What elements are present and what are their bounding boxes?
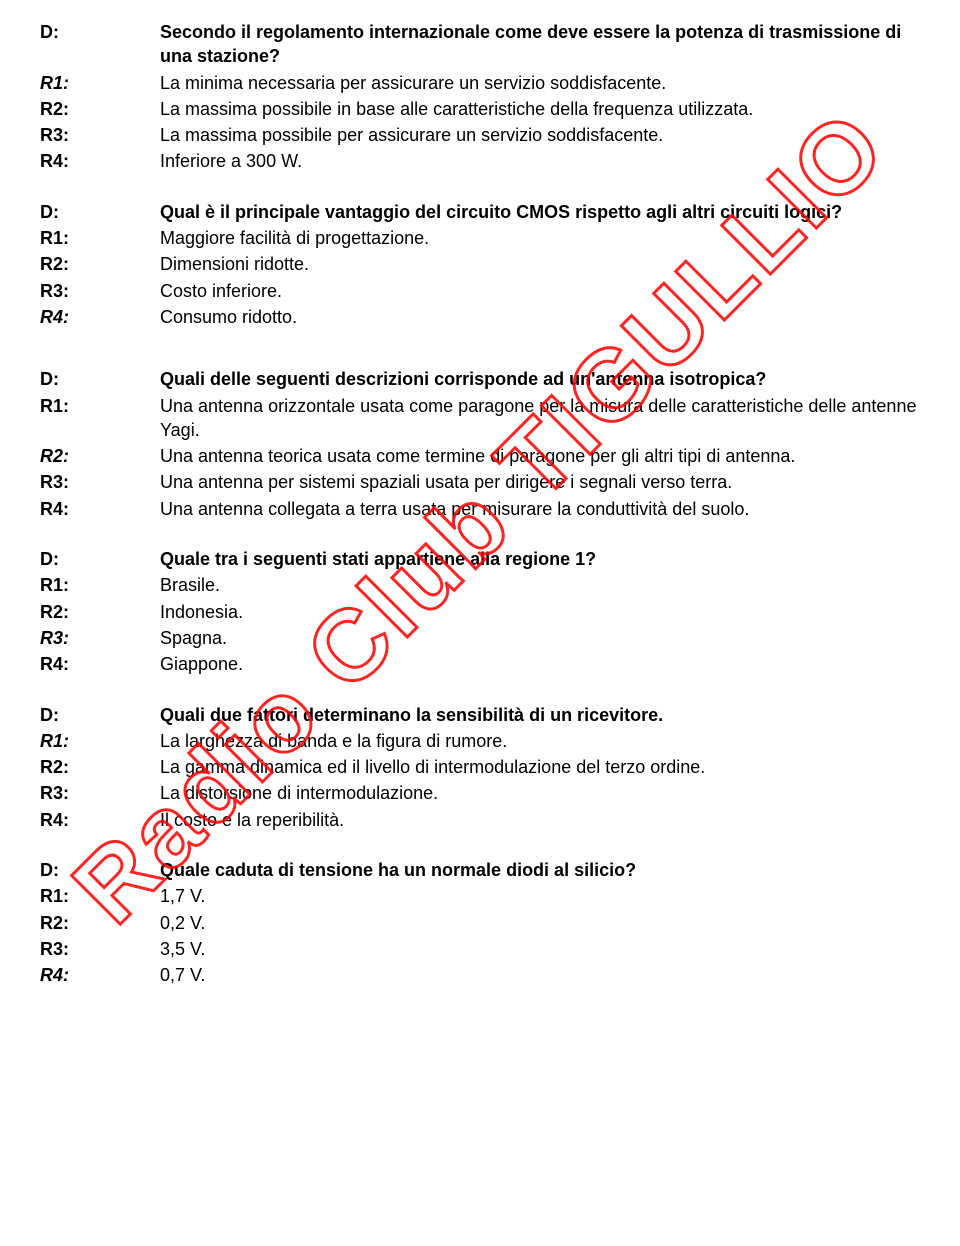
block-gap <box>40 990 920 1014</box>
answer-text: Indonesia. <box>160 600 920 624</box>
block-gap <box>40 523 920 547</box>
question-row: D:Quale caduta di tensione ha un normale… <box>40 858 920 882</box>
answer-text: 0,2 V. <box>160 911 920 935</box>
answer-row: R3:La distorsione di intermodulazione. <box>40 781 920 805</box>
answer-label: R2: <box>40 600 160 624</box>
block-gap <box>40 834 920 858</box>
answer-text: Una antenna per sistemi spaziali usata p… <box>160 470 920 494</box>
answer-label: R3: <box>40 279 160 303</box>
block-gap <box>40 331 920 367</box>
answer-label: R4: <box>40 149 160 173</box>
question-text: Quali delle seguenti descrizioni corrisp… <box>160 367 920 391</box>
answer-row: R1:La minima necessaria per assicurare u… <box>40 71 920 95</box>
question-row: D:Quale tra i seguenti stati appartiene … <box>40 547 920 571</box>
answer-text: 0,7 V. <box>160 963 920 987</box>
answer-row: R4:Giappone. <box>40 652 920 676</box>
question-row: D:Quali delle seguenti descrizioni corri… <box>40 367 920 391</box>
answer-label: R3: <box>40 470 160 494</box>
answer-label: R4: <box>40 808 160 832</box>
question-label: D: <box>40 703 160 727</box>
question-text: Quale caduta di tensione ha un normale d… <box>160 858 920 882</box>
answer-row: R2:La massima possibile in base alle car… <box>40 97 920 121</box>
answer-row: R3:Una antenna per sistemi spaziali usat… <box>40 470 920 494</box>
block-gap <box>40 679 920 703</box>
answer-label: R3: <box>40 937 160 961</box>
answer-label: R2: <box>40 444 160 468</box>
block-gap <box>40 176 920 200</box>
question-label: D: <box>40 20 160 44</box>
answer-label: R4: <box>40 497 160 521</box>
answer-row: R2:La gamma dinamica ed il livello di in… <box>40 755 920 779</box>
answer-row: R2:Dimensioni ridotte. <box>40 252 920 276</box>
answer-text: La distorsione di intermodulazione. <box>160 781 920 805</box>
answer-label: R2: <box>40 252 160 276</box>
question-label: D: <box>40 858 160 882</box>
answer-text: La massima possibile in base alle caratt… <box>160 97 920 121</box>
answer-row: R4:Inferiore a 300 W. <box>40 149 920 173</box>
answer-text: Consumo ridotto. <box>160 305 920 329</box>
answer-label: R1: <box>40 71 160 95</box>
answer-text: La massima possibile per assicurare un s… <box>160 123 920 147</box>
answer-text: Brasile. <box>160 573 920 597</box>
answer-row: R2:Una antenna teorica usata come termin… <box>40 444 920 468</box>
answer-label: R3: <box>40 626 160 650</box>
answer-row: R1:Brasile. <box>40 573 920 597</box>
answer-text: Il costo e la reperibilità. <box>160 808 920 832</box>
answer-label: R2: <box>40 97 160 121</box>
answer-label: R4: <box>40 652 160 676</box>
question-row: D:Qual è il principale vantaggio del cir… <box>40 200 920 224</box>
question-text: Qual è il principale vantaggio del circu… <box>160 200 920 224</box>
question-label: D: <box>40 547 160 571</box>
answer-text: Una antenna teorica usata come termine d… <box>160 444 920 468</box>
answer-label: R4: <box>40 963 160 987</box>
answer-row: R2:0,2 V. <box>40 911 920 935</box>
answer-text: Giappone. <box>160 652 920 676</box>
answer-row: R4:Una antenna collegata a terra usata p… <box>40 497 920 521</box>
answer-row: R4:0,7 V. <box>40 963 920 987</box>
answer-label: R1: <box>40 226 160 250</box>
answer-label: R1: <box>40 884 160 908</box>
answer-label: R1: <box>40 573 160 597</box>
answer-label: R2: <box>40 911 160 935</box>
question-row: D:Secondo il regolamento internazionale … <box>40 20 920 69</box>
answer-row: R1:La larghezza di banda e la figura di … <box>40 729 920 753</box>
question-text: Quali due fattori determinano la sensibi… <box>160 703 920 727</box>
answer-label: R4: <box>40 305 160 329</box>
question-text: Quale tra i seguenti stati appartiene al… <box>160 547 920 571</box>
answer-row: R2:Indonesia. <box>40 600 920 624</box>
answer-text: Una antenna orizzontale usata come parag… <box>160 394 920 443</box>
document-body: D:Secondo il regolamento internazionale … <box>40 20 920 1014</box>
answer-text: 3,5 V. <box>160 937 920 961</box>
answer-row: R4:Consumo ridotto. <box>40 305 920 329</box>
answer-row: R1:1,7 V. <box>40 884 920 908</box>
answer-text: La minima necessaria per assicurare un s… <box>160 71 920 95</box>
answer-text: 1,7 V. <box>160 884 920 908</box>
answer-label: R3: <box>40 123 160 147</box>
answer-row: R3:3,5 V. <box>40 937 920 961</box>
answer-row: R3:Spagna. <box>40 626 920 650</box>
answer-text: La larghezza di banda e la figura di rum… <box>160 729 920 753</box>
answer-label: R2: <box>40 755 160 779</box>
answer-text: Inferiore a 300 W. <box>160 149 920 173</box>
answer-row: R3:La massima possibile per assicurare u… <box>40 123 920 147</box>
question-label: D: <box>40 367 160 391</box>
question-text: Secondo il regolamento internazionale co… <box>160 20 920 69</box>
answer-row: R3:Costo inferiore. <box>40 279 920 303</box>
answer-text: Costo inferiore. <box>160 279 920 303</box>
answer-row: R1:Una antenna orizzontale usata come pa… <box>40 394 920 443</box>
answer-row: R1:Maggiore facilità di progettazione. <box>40 226 920 250</box>
answer-label: R1: <box>40 729 160 753</box>
answer-row: R4:Il costo e la reperibilità. <box>40 808 920 832</box>
answer-label: R1: <box>40 394 160 418</box>
answer-text: Spagna. <box>160 626 920 650</box>
answer-text: Dimensioni ridotte. <box>160 252 920 276</box>
answer-label: R3: <box>40 781 160 805</box>
answer-text: La gamma dinamica ed il livello di inter… <box>160 755 920 779</box>
answer-text: Maggiore facilità di progettazione. <box>160 226 920 250</box>
answer-text: Una antenna collegata a terra usata per … <box>160 497 920 521</box>
question-row: D:Quali due fattori determinano la sensi… <box>40 703 920 727</box>
question-label: D: <box>40 200 160 224</box>
